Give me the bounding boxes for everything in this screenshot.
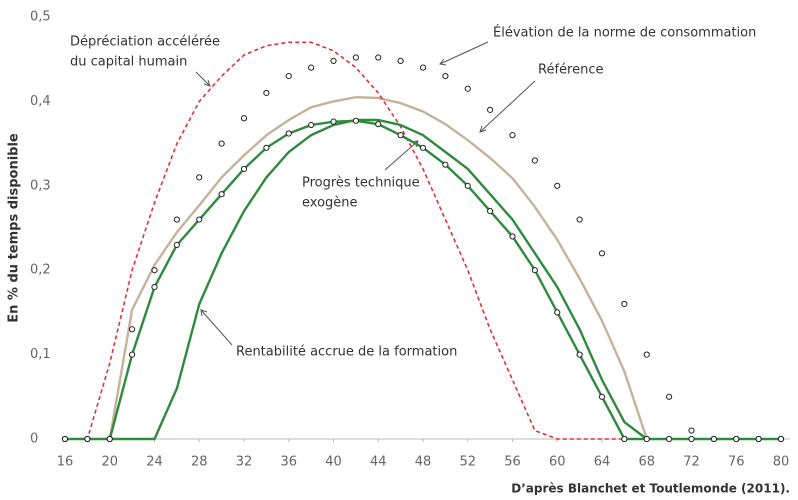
x-tick-label: 80 bbox=[773, 455, 790, 470]
series-point bbox=[733, 435, 740, 443]
series-point bbox=[643, 435, 650, 443]
series-point bbox=[240, 165, 248, 173]
y-axis-label: En % du temps disponible bbox=[7, 133, 22, 323]
series-point bbox=[554, 182, 561, 189]
series-point bbox=[129, 351, 136, 358]
series-point bbox=[621, 435, 628, 443]
series-point bbox=[487, 106, 494, 113]
source: D’après Blanchet et Toutlemonde (2011). bbox=[511, 482, 790, 496]
y-tick-label: 0,2 bbox=[30, 263, 51, 278]
x-tick-label: 16 bbox=[57, 455, 74, 470]
series-point bbox=[419, 64, 427, 71]
x-tick-label: 20 bbox=[101, 455, 118, 470]
x-tick-label: 24 bbox=[146, 455, 163, 470]
series-point bbox=[710, 435, 717, 443]
series-point bbox=[196, 174, 203, 181]
series-point bbox=[643, 351, 650, 358]
series-point bbox=[375, 121, 382, 128]
series-point bbox=[330, 57, 337, 64]
series-point bbox=[509, 233, 516, 240]
x-tick-label: 72 bbox=[683, 455, 700, 470]
x-tick-label: 48 bbox=[415, 455, 432, 470]
annotation: Rentabilité accrue de la formation bbox=[236, 345, 457, 360]
series-line bbox=[109, 118, 648, 441]
series-point bbox=[666, 393, 673, 400]
x-tick-label: 64 bbox=[594, 455, 611, 470]
annotation-arrows bbox=[195, 41, 536, 346]
series-point bbox=[330, 118, 337, 125]
series-point bbox=[464, 182, 471, 189]
series-point bbox=[129, 326, 136, 333]
series-point bbox=[464, 85, 471, 92]
series-line bbox=[65, 41, 647, 440]
y-tick-label: 0 bbox=[30, 432, 38, 447]
series-point bbox=[240, 115, 248, 122]
series-point bbox=[308, 121, 315, 129]
series-point bbox=[487, 208, 494, 215]
x-tick-label: 28 bbox=[191, 455, 208, 470]
series-point bbox=[755, 435, 762, 443]
series-point bbox=[531, 267, 538, 274]
series-point bbox=[375, 54, 382, 61]
series-point bbox=[352, 54, 359, 61]
series-point bbox=[442, 72, 449, 80]
series-point bbox=[173, 216, 180, 223]
y-tick-label: 0,5 bbox=[30, 10, 51, 25]
series-point bbox=[509, 132, 516, 139]
series-point bbox=[106, 435, 113, 443]
series-point bbox=[151, 267, 158, 274]
series-point bbox=[576, 351, 583, 358]
series-point bbox=[263, 144, 270, 151]
x-tick-label: 60 bbox=[549, 455, 566, 470]
series-point bbox=[61, 435, 69, 443]
x-tick-label: 44 bbox=[370, 455, 387, 470]
series-point bbox=[554, 309, 561, 316]
y-tick-label: 0,3 bbox=[30, 178, 51, 193]
annotation: Dépréciation accélérée bbox=[70, 35, 220, 50]
series-point bbox=[84, 435, 91, 443]
annotation: Progrès technique bbox=[302, 176, 420, 191]
series-point bbox=[285, 130, 292, 137]
annotation: exogène bbox=[302, 196, 358, 211]
series-point bbox=[531, 157, 538, 164]
annotation: Référence bbox=[538, 63, 603, 78]
series-point bbox=[218, 140, 225, 147]
series-point bbox=[196, 216, 203, 223]
series-point bbox=[218, 191, 225, 198]
annotation: du capital humain bbox=[70, 55, 187, 70]
x-tick-label: 52 bbox=[459, 455, 476, 470]
series-line bbox=[108, 95, 648, 440]
series-point bbox=[598, 393, 606, 400]
series-point bbox=[777, 435, 785, 443]
x-tick-label: 76 bbox=[728, 455, 745, 470]
series-point bbox=[173, 241, 180, 248]
series-point bbox=[688, 435, 695, 443]
series-point bbox=[621, 300, 628, 308]
series-point bbox=[442, 161, 449, 168]
series-point bbox=[419, 144, 427, 151]
x-tick-label: 36 bbox=[280, 455, 297, 470]
series-point bbox=[598, 250, 606, 257]
series-point bbox=[151, 283, 158, 291]
series-point bbox=[576, 216, 583, 223]
annotation: Élévation de la norme de consommation bbox=[493, 25, 756, 41]
y-tick-label: 0,4 bbox=[30, 94, 51, 109]
series-point bbox=[285, 72, 292, 80]
series-point bbox=[308, 64, 315, 71]
x-tick-label: 32 bbox=[236, 455, 253, 470]
series-point bbox=[397, 57, 404, 64]
series-point bbox=[666, 435, 673, 443]
x-tick-label: 68 bbox=[638, 455, 655, 470]
series-point bbox=[263, 89, 270, 97]
series-point bbox=[397, 132, 404, 139]
series-point bbox=[352, 117, 359, 124]
y-tick-label: 0,1 bbox=[30, 347, 51, 362]
x-tick-label: 40 bbox=[325, 455, 342, 470]
x-tick-label: 56 bbox=[504, 455, 521, 470]
series-point bbox=[688, 427, 695, 434]
